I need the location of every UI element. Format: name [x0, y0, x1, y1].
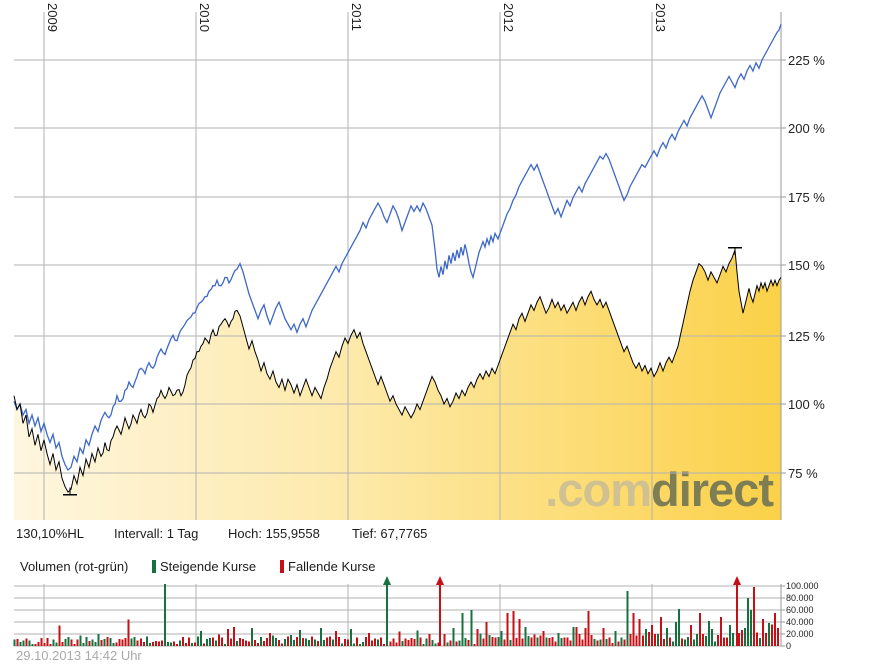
volume-clipped-arrows	[383, 576, 741, 646]
year-label-2009: 2009	[45, 3, 60, 32]
volume-legend-title: Volumen (rot-grün)	[20, 559, 129, 574]
year-label-2011: 2011	[349, 3, 364, 31]
percent-label: 150 %	[788, 258, 825, 273]
rising-volume-swatch	[152, 560, 156, 573]
price-line	[13, 249, 782, 493]
range-percent-label: 130,10%HL	[16, 526, 84, 541]
volume-scale-label: 0	[786, 641, 792, 651]
volume-bars	[13, 584, 779, 646]
interval-label: Intervall: 1 Tag	[114, 526, 199, 541]
percent-label: 200 %	[788, 121, 825, 136]
high-low-markers	[63, 247, 742, 496]
year-label-2012: 2012	[501, 3, 516, 32]
volume-scale-label: 40.000	[786, 617, 814, 627]
watermark-com: .com	[545, 463, 651, 516]
index-line	[13, 23, 782, 472]
volume-scale-label: 100.000	[786, 581, 819, 591]
percent-label: 175 %	[788, 190, 825, 205]
year-label-2010: 2010	[197, 3, 212, 32]
main-gridlines	[14, 12, 781, 520]
price-area-fill	[14, 249, 781, 520]
volume-scale-label: 80.000	[786, 593, 814, 603]
low-label: Tief: 67,7765	[352, 526, 428, 541]
falling-volume-swatch	[280, 560, 284, 573]
falling-volume-label: Fallende Kurse	[288, 559, 376, 574]
year-label-2013: 2013	[653, 3, 668, 32]
percent-label: 100 %	[788, 397, 825, 412]
stats-row: 130,10%HL Intervall: 1 Tag Hoch: 155,955…	[0, 526, 895, 542]
percent-label: 125 %	[788, 329, 825, 344]
rising-volume-label: Steigende Kurse	[160, 559, 257, 574]
timestamp: 29.10.2013 14:42 Uhr	[16, 648, 142, 663]
volume-legend: Volumen (rot-grün) Steigende Kurse Falle…	[0, 559, 895, 575]
percent-label: 75 %	[788, 466, 818, 481]
comdirect-watermark: .comdirect	[545, 463, 774, 516]
high-label: Hoch: 155,9558	[228, 526, 320, 541]
volume-scale-label: 60.000	[786, 605, 814, 615]
percent-label: 225 %	[788, 53, 825, 68]
watermark-direct: direct	[651, 463, 774, 516]
main-right-axis	[780, 12, 786, 520]
volume-scale-label: 20.000	[786, 629, 814, 639]
